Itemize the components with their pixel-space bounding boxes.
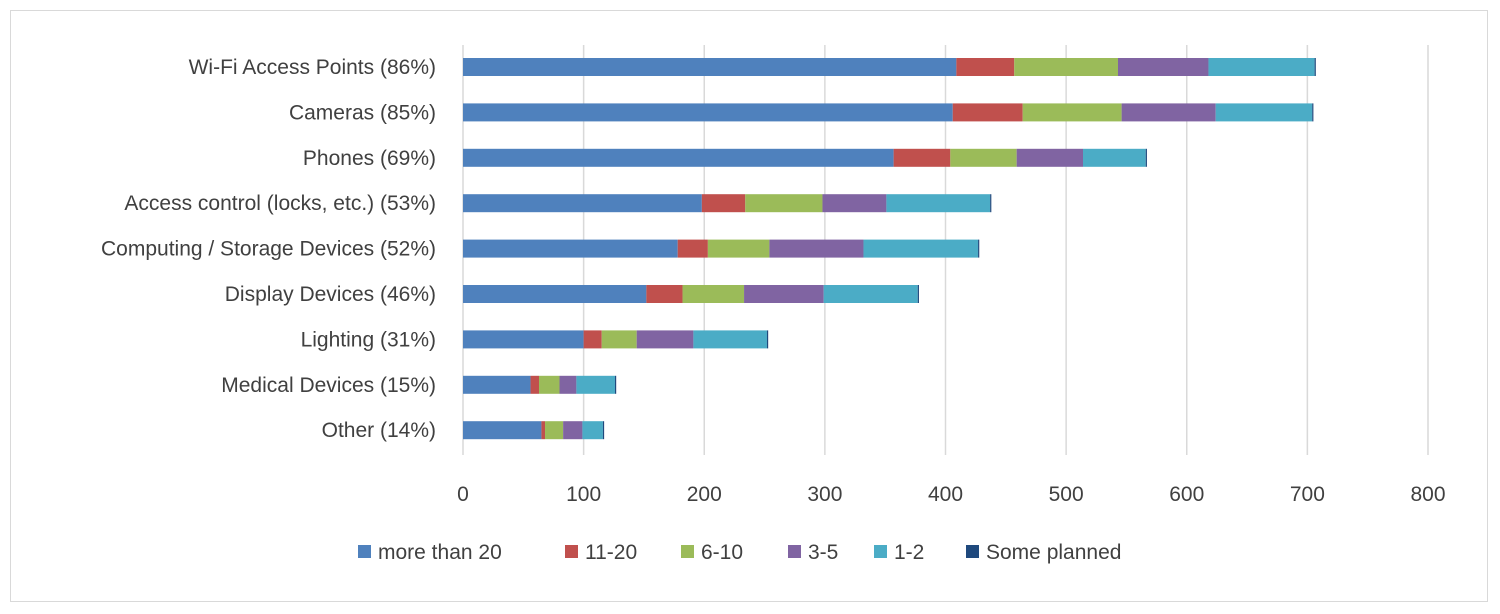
bar-segment-11-20 xyxy=(646,285,683,303)
bar-segment-6-10 xyxy=(950,148,1017,167)
legend-label: 11-20 xyxy=(585,541,637,564)
category-label: Cameras (85%) xyxy=(289,101,436,124)
bar-segment-6-10 xyxy=(682,285,745,303)
bar-segment-3-5 xyxy=(769,239,864,258)
x-tick-labels: 0 100 200 300 400 500 600 700 800 xyxy=(457,483,1445,506)
legend-swatch xyxy=(966,545,979,558)
bar-segment-some-planned xyxy=(602,421,605,440)
bar-segment-3-5 xyxy=(744,285,824,303)
bar-segment-more-than-20 xyxy=(463,285,647,303)
legend-label: more than 20 xyxy=(378,541,502,564)
bar-segment-11-20 xyxy=(701,194,746,213)
bar-segment-1-2 xyxy=(1083,148,1146,167)
bar-segment-1-2 xyxy=(1215,103,1313,122)
bar-segment-some-planned xyxy=(1314,58,1316,76)
x-tick-label: 0 xyxy=(457,483,469,506)
bar-segment-more-than-20 xyxy=(463,330,584,349)
bar-segment-some-planned xyxy=(766,330,769,349)
bar-segment-more-than-20 xyxy=(463,58,957,76)
bar-segment-3-5 xyxy=(636,330,694,349)
bar-segment-3-5 xyxy=(1117,58,1209,76)
category-label: Computing / Storage Devices (52%) xyxy=(101,238,436,261)
bar-segment-more-than-20 xyxy=(463,421,542,440)
bar-segment-1-2 xyxy=(823,285,918,303)
bar-segment-11-20 xyxy=(677,239,708,258)
category-label: Phones (69%) xyxy=(303,147,436,170)
bar-segment-11-20 xyxy=(541,421,546,440)
bar-segment-some-planned xyxy=(978,239,980,258)
legend-label: Some planned xyxy=(986,541,1121,564)
bar-segment-11-20 xyxy=(530,375,539,394)
x-tick-label: 400 xyxy=(928,483,963,506)
x-tick-label: 700 xyxy=(1290,483,1325,506)
legend-swatch xyxy=(788,545,801,558)
bar-segment-some-planned xyxy=(1312,103,1314,122)
legend-label: 3-5 xyxy=(808,541,838,564)
legend: more than 20 11-20 6-10 3-5 1-2 Some planned xyxy=(358,541,1121,564)
bar-segment-3-5 xyxy=(563,421,583,440)
bar-segment-6-10 xyxy=(538,375,560,394)
bar-segment-11-20 xyxy=(956,58,1015,76)
bar-segment-3-5 xyxy=(1016,148,1084,167)
bar-segment-3-5 xyxy=(1121,103,1216,122)
x-tick-label: 100 xyxy=(566,483,601,506)
x-tick-label: 500 xyxy=(1049,483,1084,506)
bar-segment-6-10 xyxy=(707,239,770,258)
legend-swatch xyxy=(874,545,887,558)
bar-segment-1-2 xyxy=(863,239,979,258)
category-label: Lighting (31%) xyxy=(301,328,436,351)
category-label: Display Devices (46%) xyxy=(225,283,436,306)
bar-segment-3-5 xyxy=(559,375,577,394)
bar-segment-more-than-20 xyxy=(463,194,702,213)
bar-segment-6-10 xyxy=(545,421,564,440)
bar-segment-6-10 xyxy=(1022,103,1122,122)
legend-label: 1-2 xyxy=(894,541,924,564)
bar-segment-11-20 xyxy=(893,148,951,167)
x-tick-label: 300 xyxy=(807,483,842,506)
category-label: Other (14%) xyxy=(322,419,436,442)
bar-segment-6-10 xyxy=(601,330,637,349)
bar-segment-11-20 xyxy=(583,330,602,349)
bar-segment-1-2 xyxy=(582,421,603,440)
legend-swatch xyxy=(565,545,578,558)
bar-segment-some-planned xyxy=(614,375,617,394)
bar-segment-more-than-20 xyxy=(463,103,953,122)
category-label: Wi-Fi Access Points (86%) xyxy=(189,56,436,79)
chart-frame xyxy=(10,10,1488,602)
x-tick-label: 600 xyxy=(1169,483,1204,506)
bar-segment-more-than-20 xyxy=(463,239,678,258)
bar-segment-6-10 xyxy=(1014,58,1118,76)
bar-segment-some-planned xyxy=(990,194,992,213)
bar-segment-some-planned xyxy=(1145,148,1147,167)
legend-swatch xyxy=(358,545,371,558)
bar-segment-more-than-20 xyxy=(463,148,894,167)
bar-segment-1-2 xyxy=(886,194,991,213)
category-label: Medical Devices (15%) xyxy=(221,374,436,397)
bar-segment-1-2 xyxy=(576,375,615,394)
legend-swatch xyxy=(681,545,694,558)
legend-label: 6-10 xyxy=(701,541,743,564)
bar-segment-1-2 xyxy=(1208,58,1315,76)
bars xyxy=(463,58,1316,440)
bar-segment-11-20 xyxy=(952,103,1023,122)
category-label: Access control (locks, etc.) (53%) xyxy=(124,192,436,215)
x-tick-label: 800 xyxy=(1410,483,1445,506)
bar-segment-3-5 xyxy=(822,194,887,213)
bar-segment-some-planned xyxy=(917,285,919,303)
bar-segment-6-10 xyxy=(745,194,823,213)
category-labels: Wi-Fi Access Points (86%) Cameras (85%) Ph… xyxy=(101,56,436,442)
bar-segment-more-than-20 xyxy=(463,375,531,394)
x-tick-label: 200 xyxy=(687,483,722,506)
bar-segment-1-2 xyxy=(693,330,767,349)
